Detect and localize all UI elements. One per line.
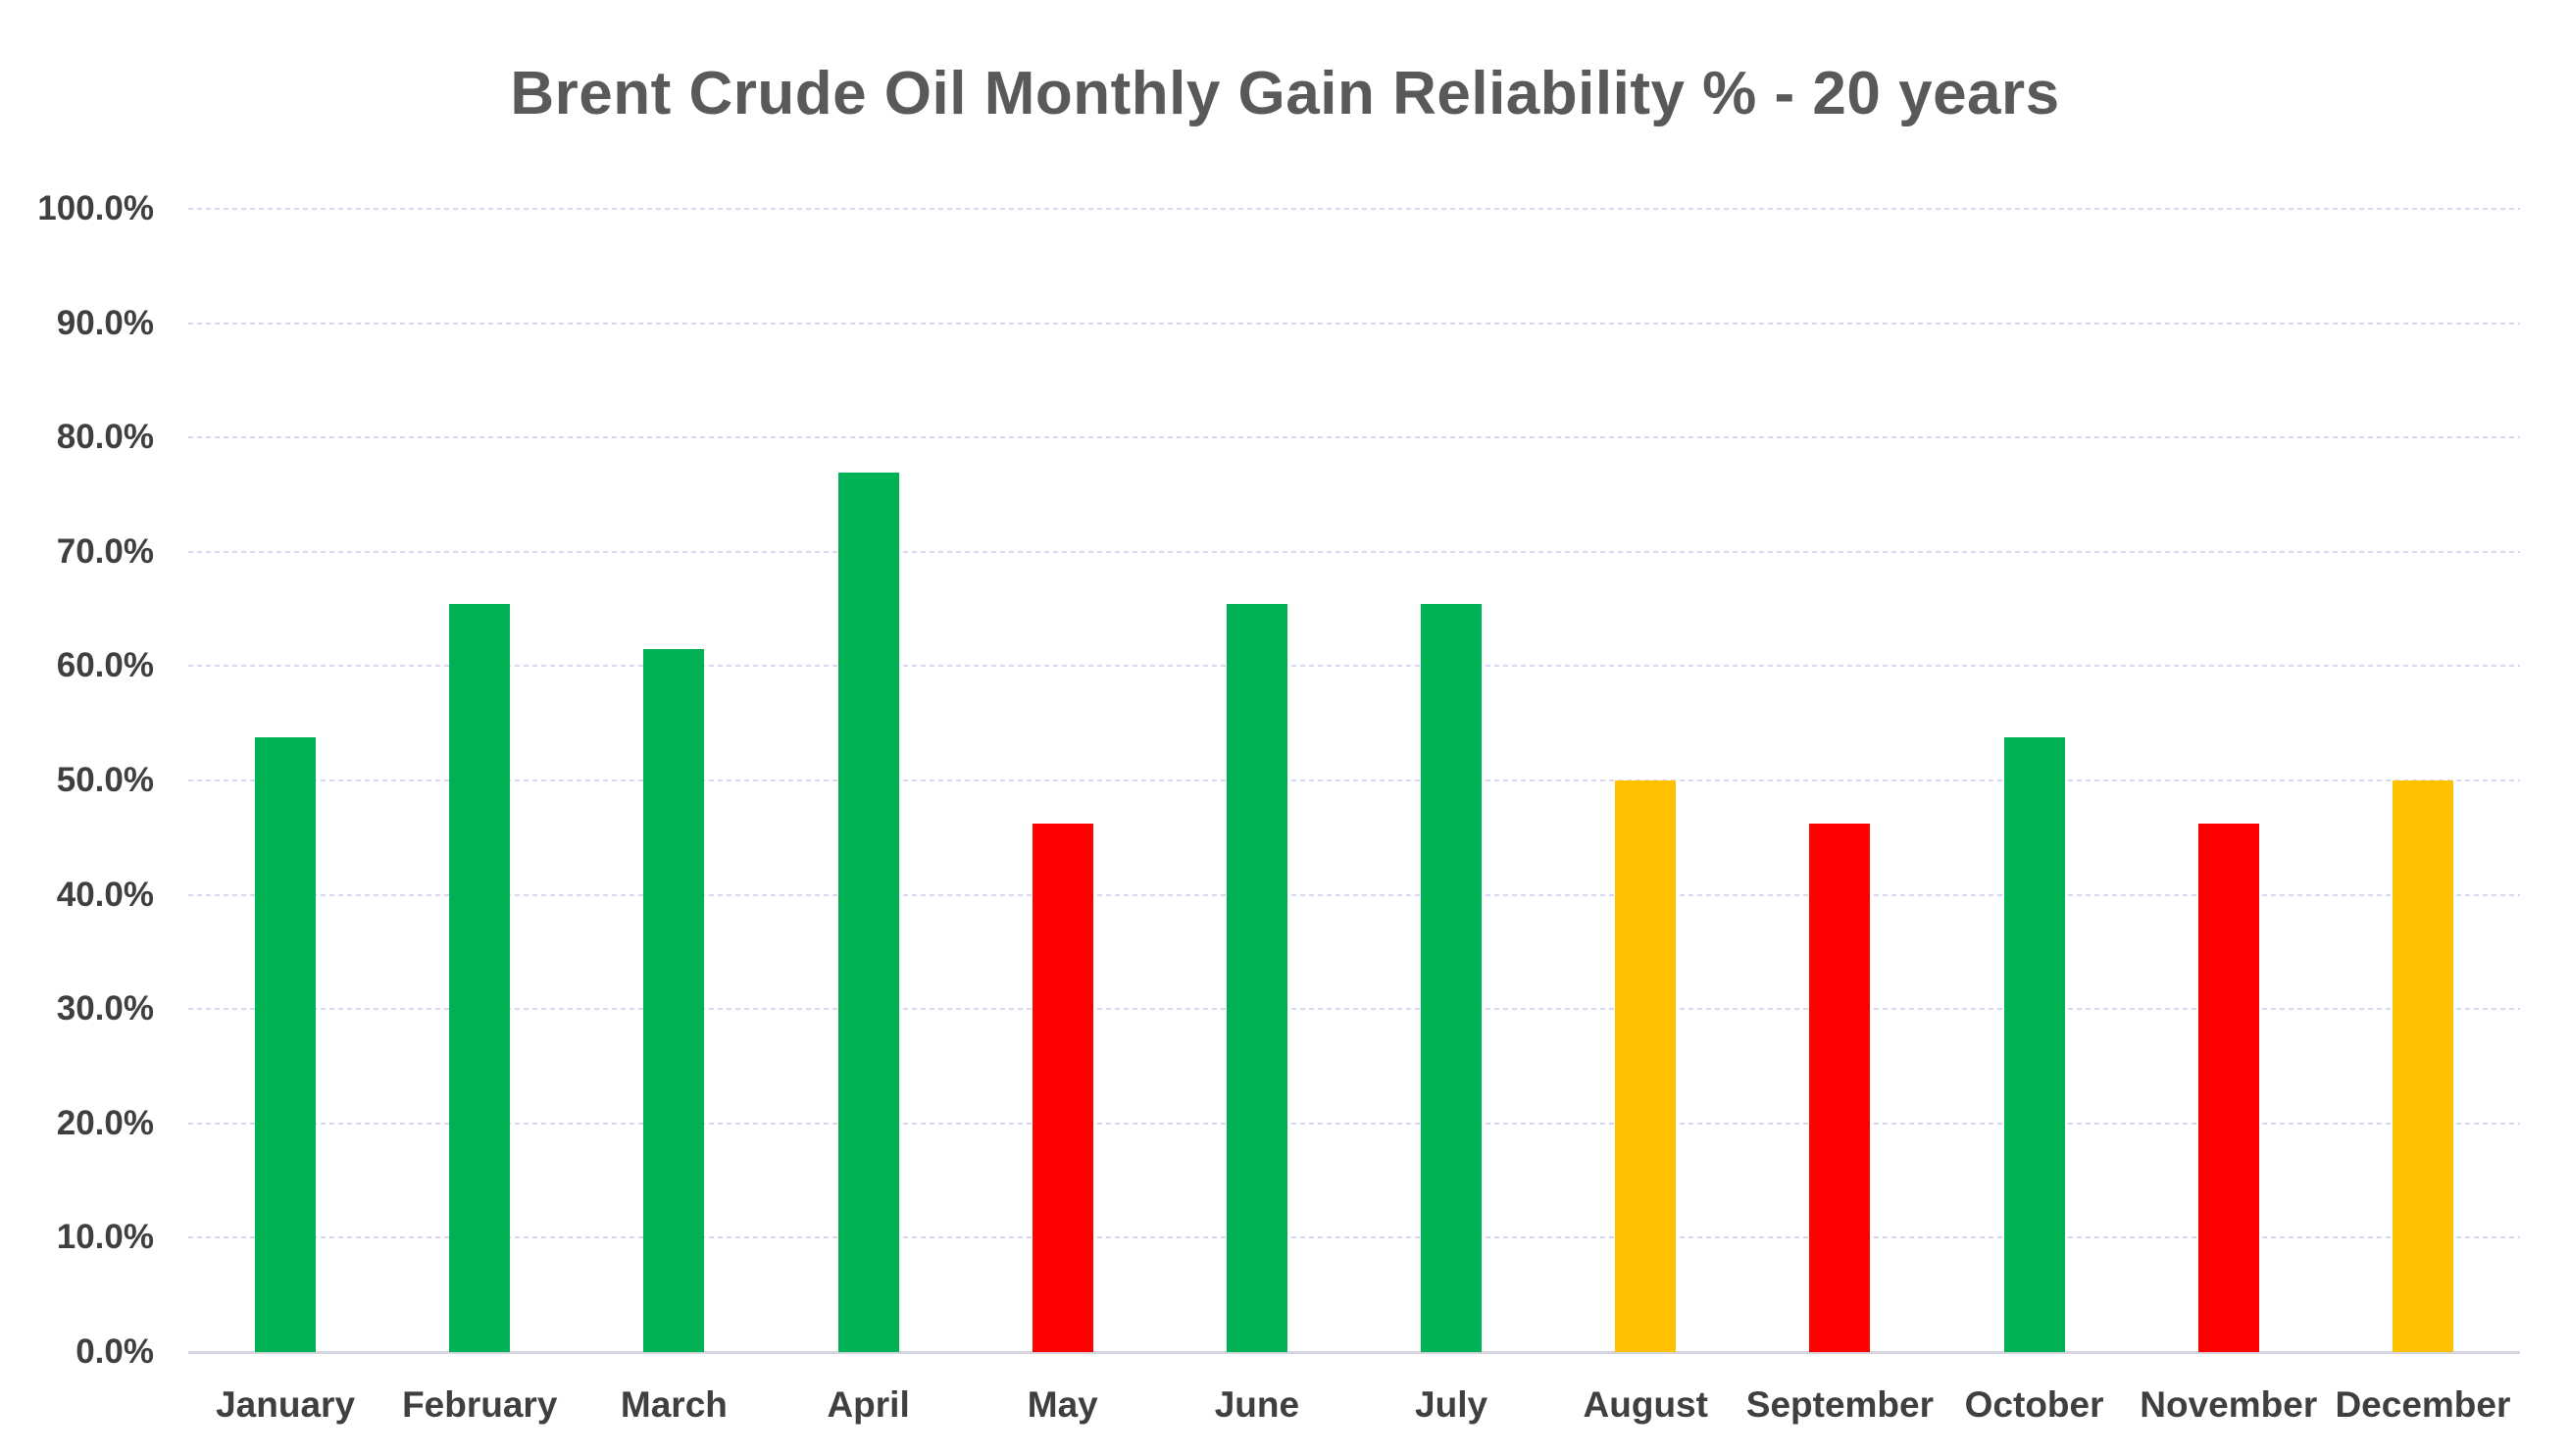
y-tick-label-100: 10.0% <box>56 1218 154 1257</box>
x-label-september: September <box>1745 1384 1935 1425</box>
bar-december <box>2392 780 2453 1352</box>
bar-june <box>1226 604 1287 1352</box>
gridline-60 <box>188 665 2520 668</box>
y-tick-label-600: 60.0% <box>56 646 154 685</box>
x-label-february: February <box>402 1384 558 1425</box>
x-label-may: May <box>1027 1384 1098 1425</box>
bar-october <box>2003 736 2065 1352</box>
bar-november <box>2197 824 2259 1352</box>
y-tick-label-700: 70.0% <box>56 531 154 571</box>
x-label-january: January <box>216 1384 356 1425</box>
gridline-40 <box>188 893 2520 896</box>
plot-area <box>188 208 2520 1354</box>
x-label-july: July <box>1415 1384 1488 1425</box>
gridline-80 <box>188 436 2520 439</box>
x-label-april: April <box>827 1384 910 1425</box>
x-label-june: June <box>1214 1384 1300 1425</box>
x-label-august: August <box>1583 1384 1708 1425</box>
bar-february <box>449 604 511 1352</box>
y-tick-label-500: 50.0% <box>56 761 154 799</box>
bar-september <box>1809 824 1871 1352</box>
y-tick-label-200: 20.0% <box>56 1103 154 1142</box>
chart-title: Brent Crude Oil Monthly Gain Reliability… <box>510 60 2060 127</box>
gridline-10 <box>188 1236 2520 1239</box>
gridline-70 <box>188 550 2520 553</box>
bar-march <box>643 648 705 1352</box>
y-tick-label-1000: 100.0% <box>37 189 154 227</box>
bar-april <box>837 473 899 1352</box>
y-tick-label-300: 30.0% <box>56 989 154 1029</box>
bar-may <box>1032 824 1093 1352</box>
y-tick-label-00: 0.0% <box>76 1332 154 1371</box>
gridline-50 <box>188 779 2520 781</box>
x-label-december: December <box>2335 1384 2511 1425</box>
y-tick-label-800: 80.0% <box>56 418 154 457</box>
x-label-october: October <box>1964 1384 2104 1425</box>
gridline-20 <box>188 1122 2520 1125</box>
gridline-100 <box>188 208 2520 210</box>
x-label-march: March <box>620 1384 728 1425</box>
gridline-90 <box>188 322 2520 325</box>
gridline-30 <box>188 1008 2520 1011</box>
bar-july <box>1421 604 1483 1352</box>
bar-august <box>1615 780 1677 1352</box>
y-tick-label-900: 90.0% <box>56 303 154 342</box>
bar-january <box>255 736 317 1352</box>
x-label-november: November <box>2140 1384 2318 1425</box>
x-axis-line <box>188 1351 2520 1354</box>
y-tick-label-400: 40.0% <box>56 875 154 914</box>
